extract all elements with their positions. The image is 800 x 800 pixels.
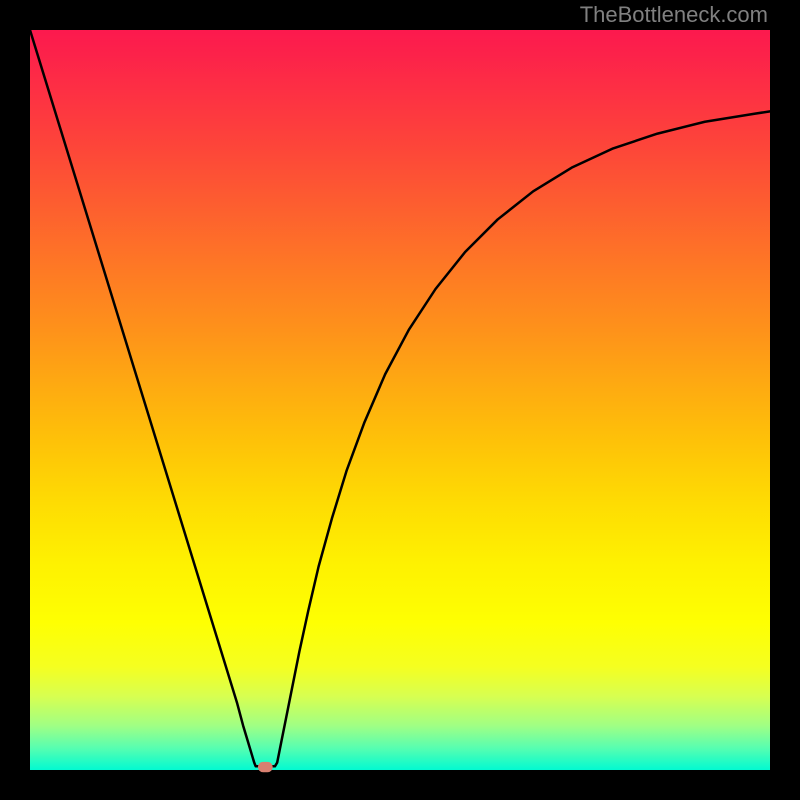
watermark-text: TheBottleneck.com: [580, 2, 768, 28]
optimal-point-marker: [258, 762, 273, 772]
plot-area: [30, 30, 770, 770]
chart-svg: [0, 0, 800, 800]
chart-container: TheBottleneck.com: [0, 0, 800, 800]
